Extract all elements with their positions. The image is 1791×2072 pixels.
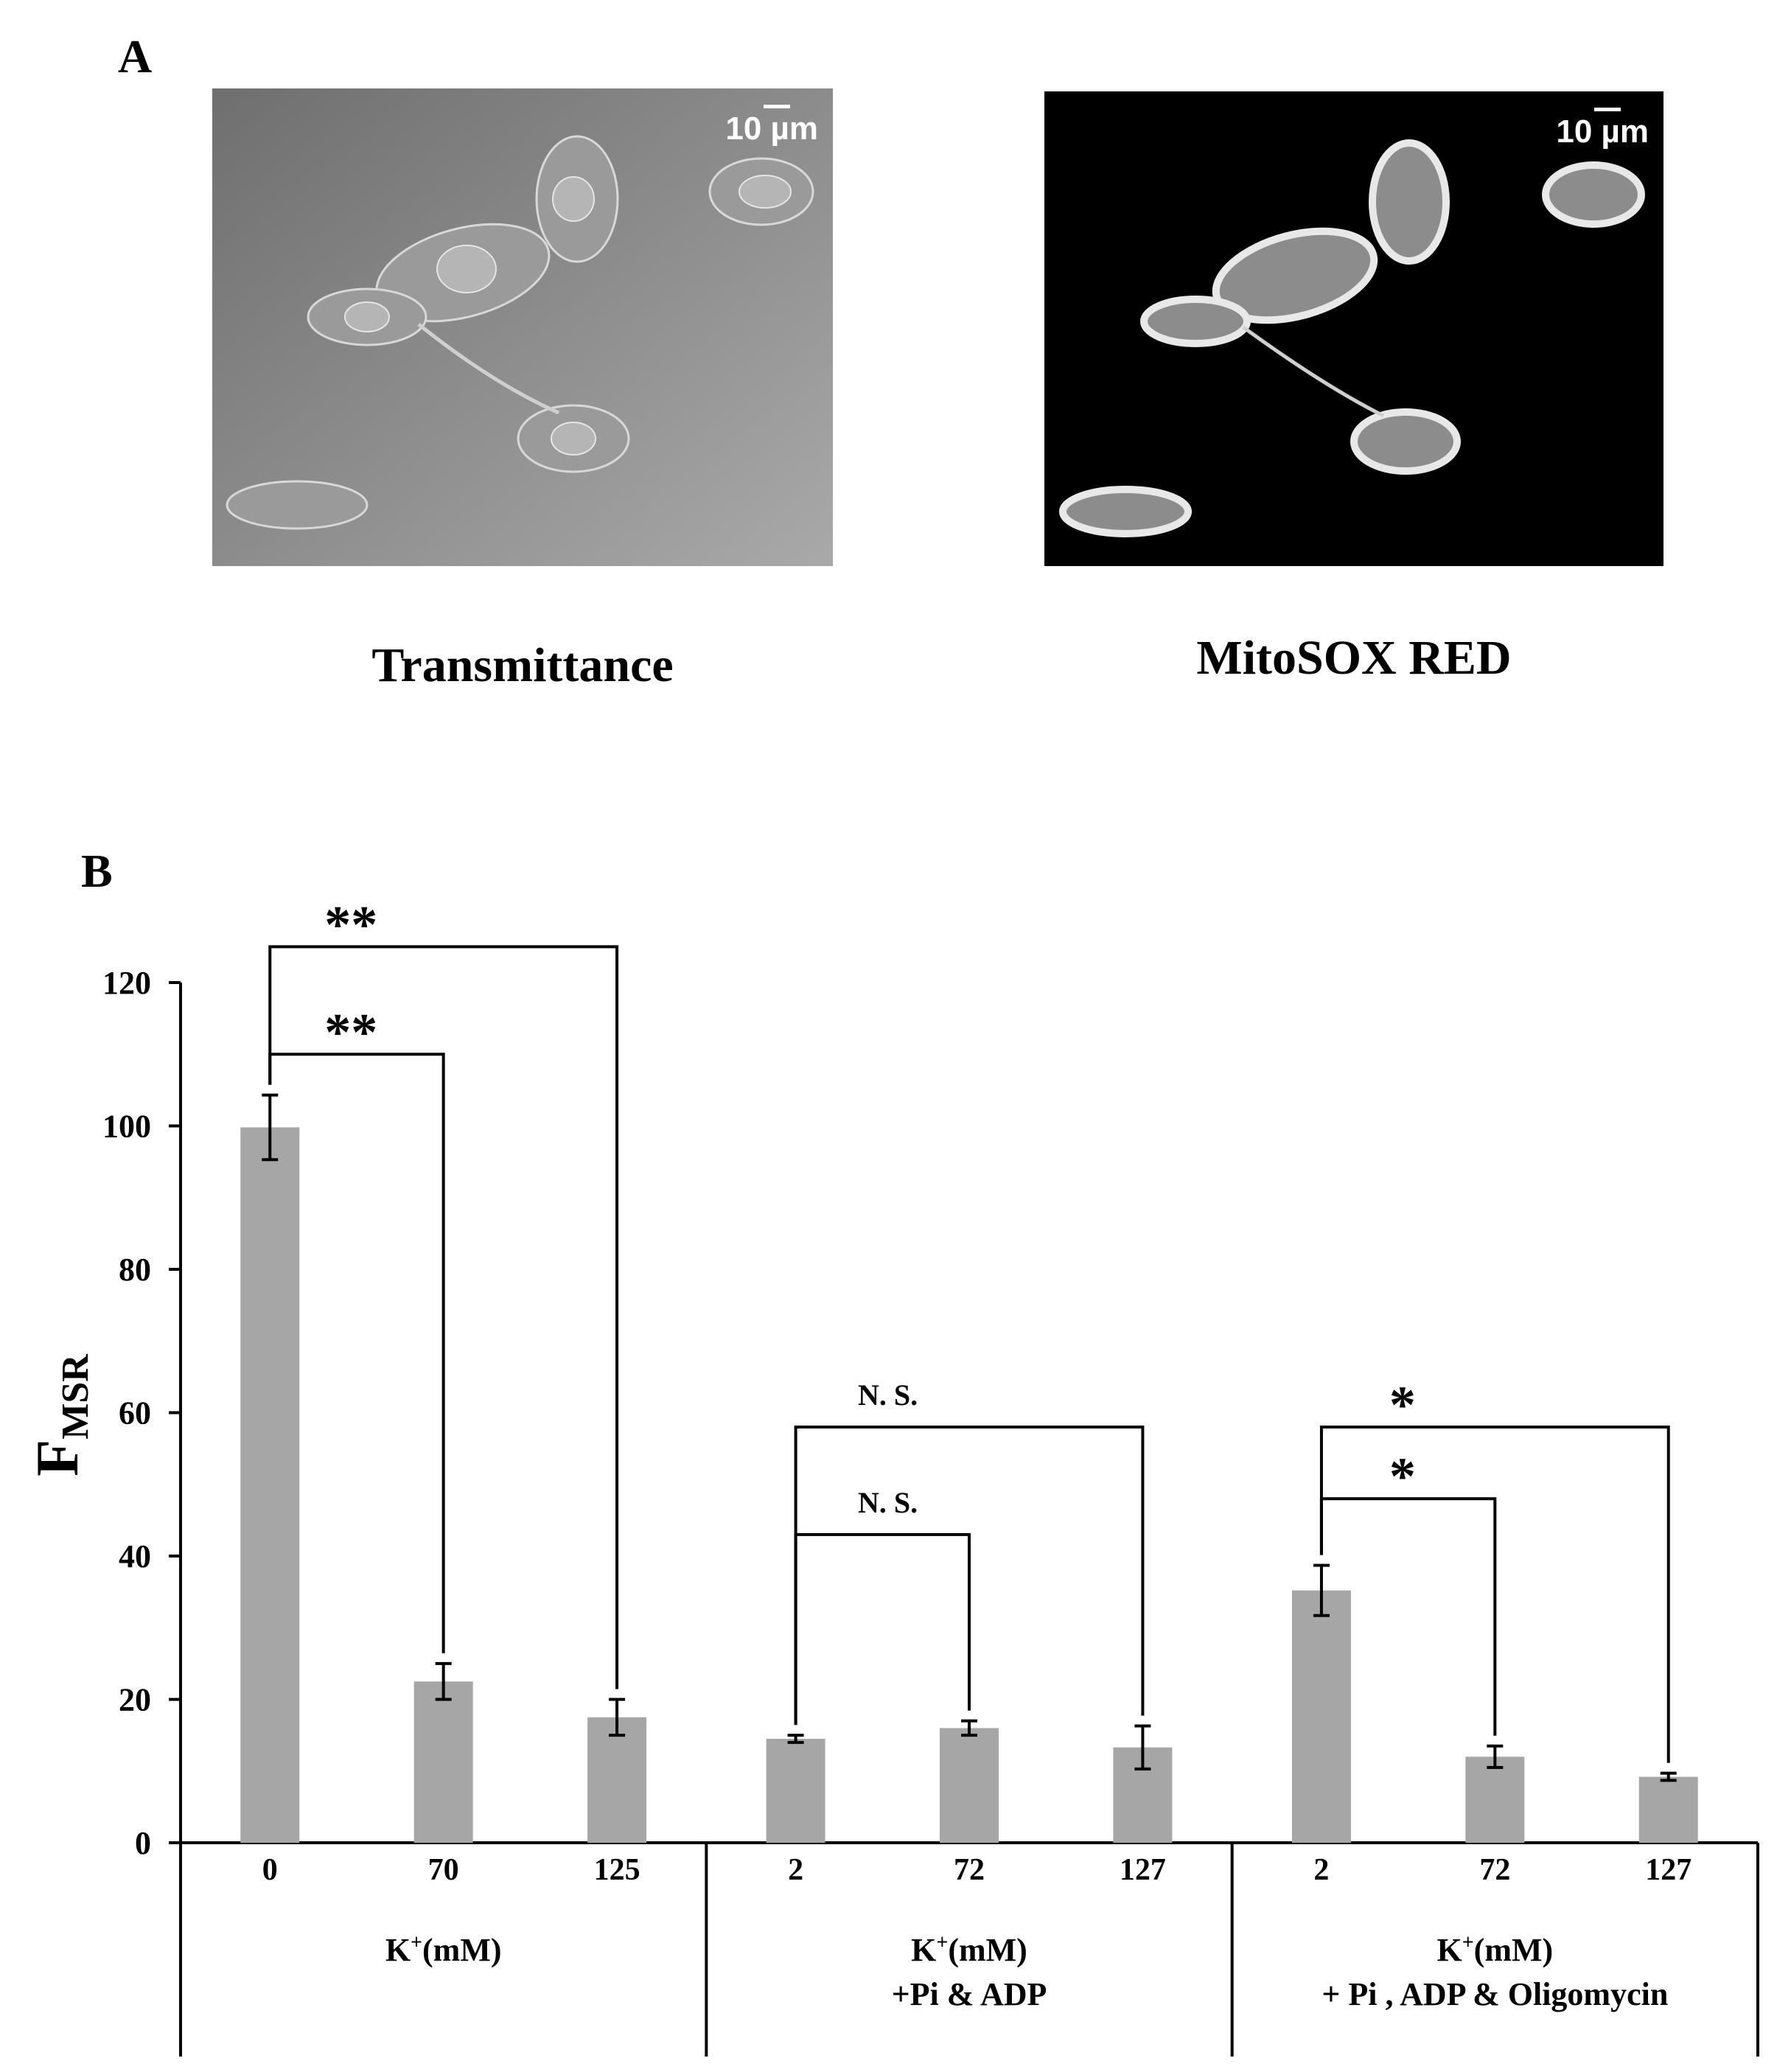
group-label: +Pi & ADP (892, 1976, 1047, 2012)
group-label: K+(mM) (1436, 1931, 1553, 1968)
x-tick-label: 70 (428, 1853, 459, 1887)
mitosox-scale-bar (1594, 108, 1621, 111)
y-tick-label: 80 (119, 1252, 151, 1288)
bar (413, 1681, 473, 1843)
bar (1638, 1776, 1698, 1843)
significance-label: N. S. (858, 1486, 918, 1519)
panel-a-label: A (118, 30, 153, 83)
y-axis-label-subscript: MSR (55, 1353, 97, 1440)
mitosox-image: 10 µm (1044, 91, 1663, 566)
y-tick-label: 0 (135, 1825, 151, 1861)
group-label-k: K (911, 1932, 936, 1968)
y-axis-label: FMSR (24, 1353, 97, 1476)
group-label-rest: (mM) (422, 1932, 502, 1968)
significance-bracket (268, 945, 619, 1689)
group-label-superscript: + (936, 1931, 948, 1954)
x-tick-label: 2 (788, 1853, 803, 1887)
bar (1465, 1757, 1525, 1843)
group-label-k: K (385, 1932, 411, 1968)
significance-bracket (794, 1532, 971, 1726)
mitosox-cells-picture (1044, 91, 1663, 566)
group-label-superscript: + (1462, 1931, 1474, 1954)
bar (940, 1728, 999, 1843)
bar (766, 1738, 825, 1843)
group-label: K+(mM) (911, 1931, 1027, 1968)
transmittance-scale-label: 10 µm (725, 105, 818, 147)
y-tick-label: 60 (119, 1395, 151, 1431)
significance-bracket (1319, 1425, 1670, 1763)
group-label-superscript: + (411, 1931, 422, 1954)
transmittance-caption: Transmittance (371, 638, 674, 692)
y-tick-label: 100 (102, 1109, 151, 1145)
panel-b-label: B (81, 845, 113, 897)
significance-label: ** (324, 895, 377, 954)
bar (1291, 1590, 1351, 1843)
significance-label: * (1389, 1375, 1416, 1434)
mitosox-scale-label: 10 µm (1556, 108, 1649, 150)
significance-label: N. S. (858, 1378, 918, 1412)
y-tick-label: 40 (119, 1538, 151, 1574)
significance-bracket (268, 1053, 445, 1653)
group-label-k: K (1436, 1932, 1462, 1968)
mitosox-caption: MitoSOX RED (1196, 631, 1512, 685)
transmittance-image: 10 µm (212, 88, 833, 566)
transmittance-scale-bar (764, 105, 791, 108)
x-tick-label: 72 (954, 1853, 985, 1887)
y-tick-label: 120 (102, 965, 151, 1001)
significance-label: * (1389, 1447, 1416, 1506)
group-label: + Pi , ADP & Oligomycin (1322, 1976, 1668, 2012)
x-tick-label: 125 (594, 1853, 640, 1887)
group-label-rest: (mM) (1474, 1932, 1554, 1968)
y-tick-label: 20 (119, 1682, 151, 1718)
transmittance-cells-picture (212, 88, 833, 566)
bar (240, 1127, 300, 1843)
x-tick-label: 127 (1645, 1853, 1692, 1887)
significance-bracket (1319, 1497, 1497, 1736)
x-tick-label: 2 (1313, 1853, 1329, 1887)
significance-label: ** (324, 1002, 377, 1061)
bar (587, 1717, 647, 1843)
x-tick-label: 127 (1120, 1853, 1166, 1887)
group-label-rest: (mM) (948, 1932, 1027, 1968)
y-axis-label-main: F (24, 1440, 91, 1476)
group-label: K+(mM) (385, 1931, 502, 1968)
x-tick-label: 72 (1479, 1853, 1510, 1887)
x-tick-label: 0 (262, 1853, 278, 1887)
